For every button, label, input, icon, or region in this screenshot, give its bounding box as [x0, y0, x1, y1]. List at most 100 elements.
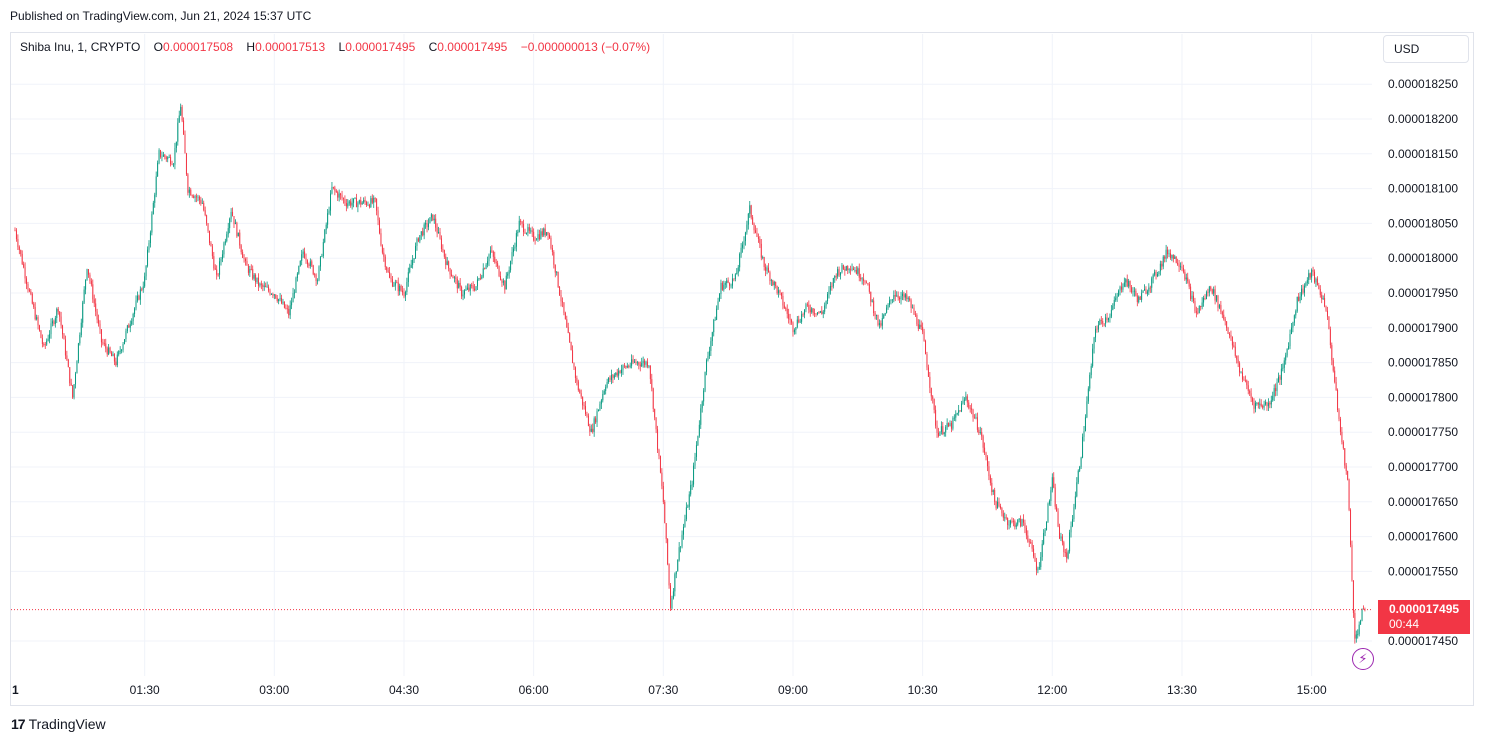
candle-body: [311, 261, 313, 266]
candle-body: [257, 277, 259, 286]
candle-body: [1342, 442, 1344, 449]
candle-body: [560, 294, 562, 302]
candle-body: [1096, 328, 1098, 330]
candle-body: [855, 269, 857, 274]
candle-body: [283, 301, 285, 308]
candle-body: [1362, 608, 1364, 610]
candle-body: [252, 269, 254, 279]
candle-body: [1260, 403, 1262, 407]
candle-body: [657, 429, 659, 450]
candle-body: [767, 267, 769, 273]
candle-body: [573, 363, 575, 368]
candle-body: [1204, 298, 1206, 300]
candle-body: [157, 162, 159, 177]
candle-body: [1185, 277, 1187, 280]
candle-body: [95, 303, 97, 312]
candle-body: [677, 559, 679, 572]
candle-body: [763, 257, 765, 267]
candle-body: [1162, 256, 1164, 267]
candle-body: [958, 410, 960, 413]
high-value: 0.000017513: [255, 40, 326, 54]
currency-button[interactable]: USD: [1383, 35, 1469, 63]
chart-frame[interactable]: [10, 32, 1474, 706]
candle-body: [837, 269, 839, 277]
symbol-title[interactable]: Shiba Inu, 1, CRYPTO: [20, 40, 141, 54]
candle-body: [1220, 305, 1222, 312]
candle-body: [1084, 417, 1086, 432]
candle-body: [1097, 324, 1099, 330]
candle-body: [596, 411, 598, 423]
candle-body: [451, 274, 453, 276]
candle-body: [1198, 305, 1200, 313]
candle-body: [145, 265, 147, 277]
candle-body: [667, 538, 669, 565]
tradingview-logo[interactable]: 17 TradingView: [11, 716, 106, 732]
candle-body: [206, 215, 208, 224]
candle-body: [1348, 479, 1350, 510]
candle-body: [246, 260, 248, 266]
candle-body: [587, 415, 589, 427]
tradingview-mark-icon: 17: [11, 716, 26, 732]
candle-body: [1253, 401, 1255, 409]
candle-body: [66, 355, 68, 360]
y-tick-label: 0.000018200: [1388, 112, 1458, 126]
candle-body: [223, 243, 225, 255]
candle-body: [446, 261, 448, 265]
candle-body: [1221, 311, 1223, 315]
candle-body: [1172, 254, 1174, 259]
candle-body: [1302, 288, 1304, 293]
candle-body: [527, 227, 529, 234]
candle-body: [170, 157, 172, 165]
candle-body: [1332, 360, 1334, 371]
candle-body: [458, 282, 460, 289]
candle-body: [224, 241, 226, 244]
candle-body: [247, 265, 249, 273]
candle-body: [1224, 319, 1226, 322]
candle-body: [984, 447, 986, 453]
candle-body: [453, 277, 455, 279]
candle-body: [318, 266, 320, 281]
candle-body: [184, 134, 186, 154]
candle-body: [220, 259, 222, 262]
x-tick-label: 01:30: [130, 683, 160, 697]
candle-body: [501, 279, 503, 283]
candle-body: [626, 365, 628, 368]
countdown-value: 00:44: [1389, 617, 1420, 631]
candle-body: [211, 246, 213, 257]
candle-body: [299, 260, 301, 267]
candle-body: [59, 311, 61, 317]
candle-body: [53, 321, 55, 324]
candle-body: [190, 189, 192, 196]
lightning-icon[interactable]: ⚡: [1352, 648, 1374, 670]
candle-body: [511, 252, 513, 262]
candle-body: [341, 195, 343, 199]
candle-body: [880, 323, 882, 326]
candle-body: [229, 218, 231, 229]
candle-body: [1017, 520, 1019, 525]
candle-body: [425, 223, 427, 225]
candle-body: [1256, 403, 1258, 404]
candle-body: [1309, 273, 1311, 278]
candle-body: [475, 286, 477, 291]
candle-body: [175, 141, 177, 149]
candle-body: [263, 285, 265, 287]
candle-body: [1027, 535, 1029, 542]
candle-body: [340, 193, 342, 196]
candle-body: [583, 405, 585, 407]
candle-body: [1319, 288, 1321, 295]
candle-body: [1120, 286, 1122, 290]
candle-body: [991, 482, 993, 492]
candle-body: [841, 265, 843, 273]
candle-body: [1030, 542, 1032, 543]
candle-body: [671, 598, 673, 609]
candle-body: [77, 343, 79, 362]
candle-body: [618, 370, 620, 376]
candle-body: [103, 343, 105, 345]
candle-body: [995, 501, 997, 509]
candle-body: [426, 223, 428, 228]
candle-body: [1247, 385, 1249, 391]
candle-body: [912, 307, 914, 309]
candle-body: [1184, 271, 1186, 280]
candle-body: [474, 288, 476, 291]
